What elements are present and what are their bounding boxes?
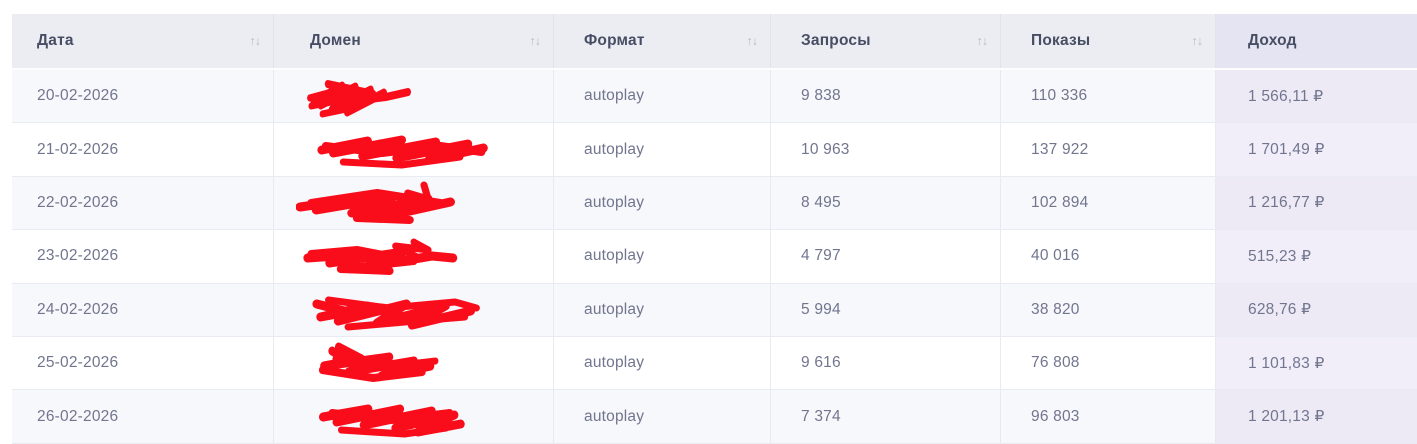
- cell-date: 21-02-2026: [12, 123, 274, 176]
- column-header-date[interactable]: Дата ↑↓: [12, 14, 274, 68]
- redaction-scribble: [296, 181, 455, 224]
- cell-domain: [274, 176, 554, 230]
- cell-domain: [274, 70, 554, 123]
- cell-format: autoplay: [554, 230, 771, 283]
- cell-date: 23-02-2026: [12, 230, 274, 283]
- column-label: Дата: [37, 32, 74, 49]
- sort-arrows-icon[interactable]: ↑↓: [249, 34, 262, 48]
- table-header-row: Дата ↑↓ Домен ↑↓ Формат ↑↓ Запросы ↑↓ Показы ↑↓ До…: [12, 14, 1417, 70]
- redaction-scribble: [307, 80, 411, 118]
- table-row: 20-02-2026 autoplay 9 838 110 336 1 566,11 ₽: [12, 70, 1417, 124]
- cell-format: autoplay: [554, 176, 771, 230]
- cell-date: 22-02-2026: [12, 176, 274, 230]
- cell-revenue: 628,76 ₽: [1216, 283, 1417, 336]
- cell-domain: [274, 283, 554, 336]
- cell-requests: 5 994: [771, 283, 1001, 336]
- redaction-scribble: [318, 404, 465, 438]
- sort-arrows-icon[interactable]: ↑↓: [1191, 34, 1204, 48]
- cell-domain: [274, 390, 554, 443]
- cell-requests: 4 797: [771, 230, 1001, 283]
- redaction-scribble: [317, 135, 488, 169]
- cell-revenue: 1 701,49 ₽: [1216, 123, 1417, 176]
- cell-date: 26-02-2026: [12, 390, 274, 443]
- cell-revenue: 1 101,83 ₽: [1216, 336, 1417, 390]
- cell-format: autoplay: [554, 70, 771, 123]
- cell-requests: 8 495: [771, 176, 1001, 230]
- column-label: Формат: [584, 32, 645, 49]
- sort-arrows-icon[interactable]: ↑↓: [976, 34, 989, 48]
- cell-format: autoplay: [554, 390, 771, 443]
- column-label: Запросы: [801, 32, 871, 49]
- column-header-domain[interactable]: Домен ↑↓: [274, 14, 554, 68]
- cell-impressions: 102 894: [1001, 176, 1216, 230]
- table-row: 23-02-2026 autoplay 4 797 40 016 515,23 ₽: [12, 230, 1417, 284]
- cell-requests: 7 374: [771, 390, 1001, 443]
- cell-format: autoplay: [554, 336, 771, 390]
- cell-revenue: 1 201,13 ₽: [1216, 390, 1417, 443]
- cell-revenue: 1 566,11 ₽: [1216, 70, 1417, 123]
- cell-revenue: 1 216,77 ₽: [1216, 176, 1417, 230]
- cell-requests: 10 963: [771, 123, 1001, 176]
- table-body: 20-02-2026 autoplay 9 838 110 336 1 566,11 ₽…: [12, 70, 1417, 444]
- column-label: Доход: [1248, 32, 1297, 49]
- cell-impressions: 76 808: [1001, 336, 1216, 390]
- stats-table: Дата ↑↓ Домен ↑↓ Формат ↑↓ Запросы ↑↓ Показы ↑↓ До…: [12, 14, 1417, 444]
- cell-impressions: 38 820: [1001, 283, 1216, 336]
- sort-arrows-icon[interactable]: ↑↓: [529, 34, 542, 48]
- cell-date: 24-02-2026: [12, 283, 274, 336]
- column-header-revenue: Доход: [1216, 14, 1417, 68]
- cell-revenue: 515,23 ₽: [1216, 230, 1417, 283]
- cell-date: 25-02-2026: [12, 336, 274, 390]
- cell-format: autoplay: [554, 283, 771, 336]
- table-row: 21-02-2026 autoplay 10 963 137 922 1 701,49 …: [12, 123, 1417, 177]
- cell-domain: [274, 230, 554, 283]
- cell-impressions: 96 803: [1001, 390, 1216, 443]
- cell-impressions: 40 016: [1001, 230, 1216, 283]
- redaction-scribble: [303, 238, 458, 276]
- cell-format: autoplay: [554, 123, 771, 176]
- redaction-scribble: [318, 342, 439, 383]
- cell-date: 20-02-2026: [12, 70, 274, 123]
- cell-domain: [274, 336, 554, 390]
- cell-impressions: 137 922: [1001, 123, 1216, 176]
- table-row: 22-02-2026 autoplay 8 495 102 894 1 216,77 ₽: [12, 176, 1417, 231]
- column-label: Домен: [310, 32, 361, 49]
- table-row: 24-02-2026 autoplay 5 994 38 820 628,76 ₽: [12, 283, 1417, 337]
- sort-arrows-icon[interactable]: ↑↓: [746, 34, 759, 48]
- table-row: 25-02-2026 autoplay 9 616 76 808 1 101,83 ₽: [12, 336, 1417, 391]
- column-header-format[interactable]: Формат ↑↓: [554, 14, 771, 68]
- cell-impressions: 110 336: [1001, 70, 1216, 123]
- column-header-requests[interactable]: Запросы ↑↓: [771, 14, 1001, 68]
- table-row: 26-02-2026 autoplay 7 374 96 803 1 201,13 ₽: [12, 390, 1417, 444]
- column-label: Показы: [1031, 32, 1091, 49]
- column-header-impressions[interactable]: Показы ↑↓: [1001, 14, 1216, 68]
- redaction-scribble: [312, 296, 480, 331]
- cell-requests: 9 838: [771, 70, 1001, 123]
- cell-requests: 9 616: [771, 336, 1001, 390]
- cell-domain: [274, 123, 554, 176]
